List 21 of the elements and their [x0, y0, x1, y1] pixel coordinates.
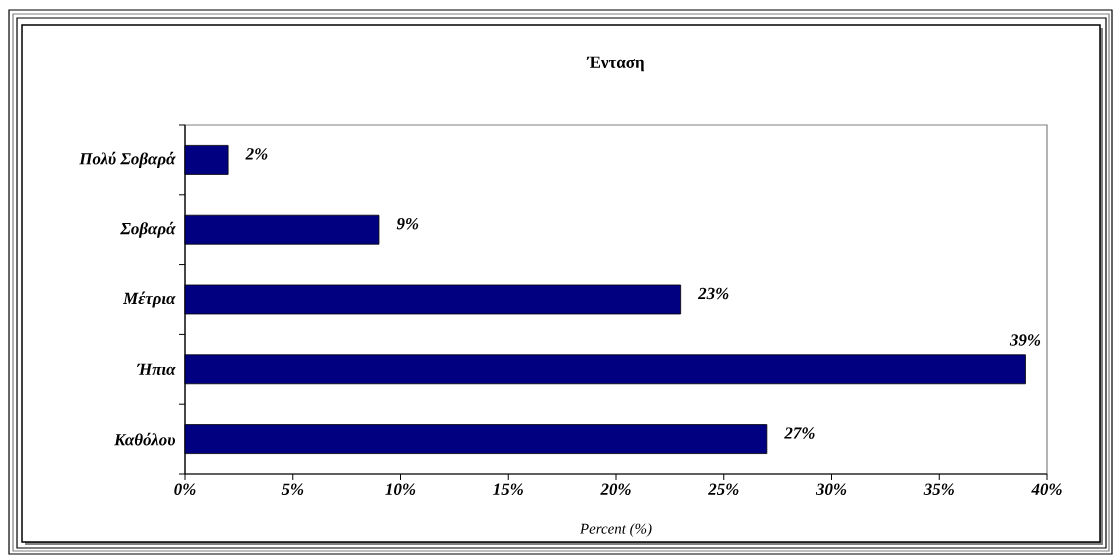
x-tick-label: 25% — [708, 483, 739, 495]
y-tick-label: Πολύ Σοβαρά — [79, 151, 176, 168]
data-label: 2% — [245, 148, 268, 160]
data-label: 39% — [1009, 334, 1041, 346]
x-tick-label: 35% — [923, 483, 954, 495]
data-label: 23% — [697, 287, 729, 300]
x-axis-title: Percent (%) — [579, 523, 652, 537]
x-tick-label: 0% — [174, 483, 196, 495]
x-tick-label: 30% — [815, 483, 847, 495]
x-tick-label: 5% — [281, 483, 304, 495]
y-tick-label: Σοβαρά — [120, 221, 176, 238]
y-tick-label: Μέτρια — [122, 291, 176, 308]
y-tick-label: Καθόλου — [113, 432, 176, 446]
data-label: 27% — [784, 427, 815, 439]
x-tick-label: 20% — [600, 483, 631, 495]
x-tick-label: 10% — [385, 483, 416, 495]
data-label: 9% — [396, 217, 419, 230]
x-tick-label: 15% — [493, 483, 523, 495]
y-tick-label: Ήπια — [136, 363, 176, 375]
x-tick-label: 40% — [1031, 483, 1062, 495]
chart-title: Ένταση — [586, 56, 644, 72]
